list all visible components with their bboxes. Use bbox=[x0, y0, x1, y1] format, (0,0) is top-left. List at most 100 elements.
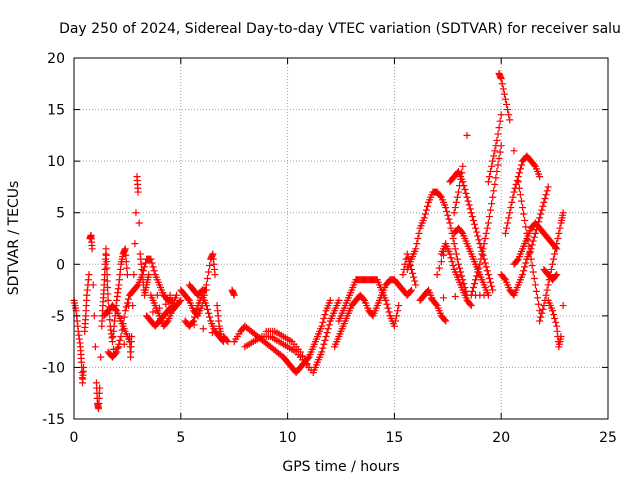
data-point bbox=[138, 271, 146, 279]
data-point bbox=[410, 273, 418, 281]
data-point bbox=[173, 291, 181, 299]
data-point bbox=[432, 300, 440, 308]
data-point bbox=[467, 291, 475, 299]
data-point bbox=[204, 305, 211, 313]
data-point bbox=[112, 349, 120, 357]
data-point bbox=[305, 363, 313, 371]
data-point bbox=[205, 268, 213, 276]
data-point bbox=[118, 326, 126, 334]
data-point bbox=[556, 224, 564, 232]
data-point bbox=[102, 251, 110, 259]
data-point bbox=[506, 209, 514, 217]
data-point bbox=[437, 258, 445, 266]
data-point bbox=[104, 290, 112, 298]
data-point bbox=[467, 302, 475, 310]
data-point bbox=[458, 228, 466, 236]
data-point bbox=[301, 356, 309, 364]
data-point bbox=[552, 318, 560, 326]
data-point bbox=[453, 255, 461, 263]
data-point bbox=[88, 245, 96, 253]
data-point bbox=[130, 271, 138, 279]
data-point bbox=[540, 198, 548, 206]
data-point bbox=[468, 213, 476, 221]
data-point bbox=[395, 302, 403, 310]
data-point bbox=[477, 255, 485, 263]
data-point bbox=[412, 245, 420, 253]
data-point bbox=[90, 312, 98, 320]
data-point bbox=[464, 197, 472, 205]
data-point bbox=[535, 300, 543, 308]
data-point bbox=[528, 241, 536, 249]
data-point bbox=[538, 309, 546, 317]
data-point bbox=[162, 300, 170, 308]
y-tick-label: 20 bbox=[47, 51, 65, 67]
data-point bbox=[324, 325, 332, 333]
data-point bbox=[322, 332, 330, 340]
data-point bbox=[184, 295, 192, 303]
data-point bbox=[103, 258, 111, 266]
data-point bbox=[485, 213, 493, 221]
data-point bbox=[559, 302, 567, 310]
data-point bbox=[224, 338, 232, 346]
data-point bbox=[454, 260, 462, 268]
data-point bbox=[123, 271, 131, 279]
data-point bbox=[89, 281, 97, 289]
data-point bbox=[501, 95, 509, 103]
data-point bbox=[540, 302, 548, 310]
data-point bbox=[435, 264, 443, 272]
data-point bbox=[202, 302, 210, 310]
data-point bbox=[420, 214, 428, 222]
data-point bbox=[106, 316, 114, 324]
y-tick-label: -5 bbox=[51, 309, 65, 325]
data-point bbox=[96, 384, 104, 392]
data-point bbox=[411, 277, 419, 285]
data-point bbox=[488, 200, 496, 208]
data-point bbox=[409, 269, 417, 277]
data-point bbox=[132, 209, 140, 217]
data-point bbox=[442, 245, 450, 253]
data-point bbox=[505, 111, 513, 119]
data-point bbox=[547, 265, 555, 273]
data-point bbox=[97, 353, 105, 361]
data-point bbox=[484, 219, 492, 227]
data-point bbox=[468, 287, 476, 295]
data-point bbox=[445, 215, 453, 223]
data-point bbox=[191, 313, 199, 321]
data-point bbox=[520, 267, 528, 275]
data-point bbox=[500, 90, 508, 98]
data-point bbox=[403, 250, 411, 258]
data-point bbox=[443, 207, 451, 215]
data-point bbox=[550, 311, 558, 319]
data-point bbox=[488, 162, 496, 170]
data-point bbox=[91, 343, 99, 351]
data-point bbox=[149, 308, 157, 316]
data-point bbox=[550, 255, 558, 263]
data-point bbox=[493, 167, 501, 175]
data-point bbox=[551, 314, 559, 322]
data-point bbox=[512, 180, 520, 188]
data-point bbox=[320, 314, 328, 322]
data-point bbox=[460, 182, 468, 190]
data-point bbox=[476, 260, 484, 268]
data-point bbox=[140, 263, 148, 271]
data-point bbox=[441, 316, 449, 324]
data-point bbox=[466, 300, 474, 308]
data-point bbox=[134, 188, 142, 196]
data-point bbox=[359, 295, 367, 303]
data-point bbox=[296, 348, 304, 356]
data-point bbox=[491, 180, 499, 188]
data-point bbox=[462, 189, 470, 197]
data-point bbox=[553, 271, 561, 279]
data-point bbox=[204, 274, 211, 282]
data-point bbox=[492, 174, 500, 182]
data-point bbox=[223, 336, 231, 344]
data-point bbox=[510, 147, 518, 155]
data-point bbox=[192, 309, 200, 317]
data-point bbox=[135, 219, 143, 227]
data-point bbox=[514, 173, 522, 181]
data-point bbox=[469, 283, 477, 291]
data-point bbox=[230, 291, 238, 299]
data-point bbox=[459, 162, 467, 170]
data-point bbox=[115, 340, 123, 348]
y-tick-label: 15 bbox=[47, 103, 65, 119]
